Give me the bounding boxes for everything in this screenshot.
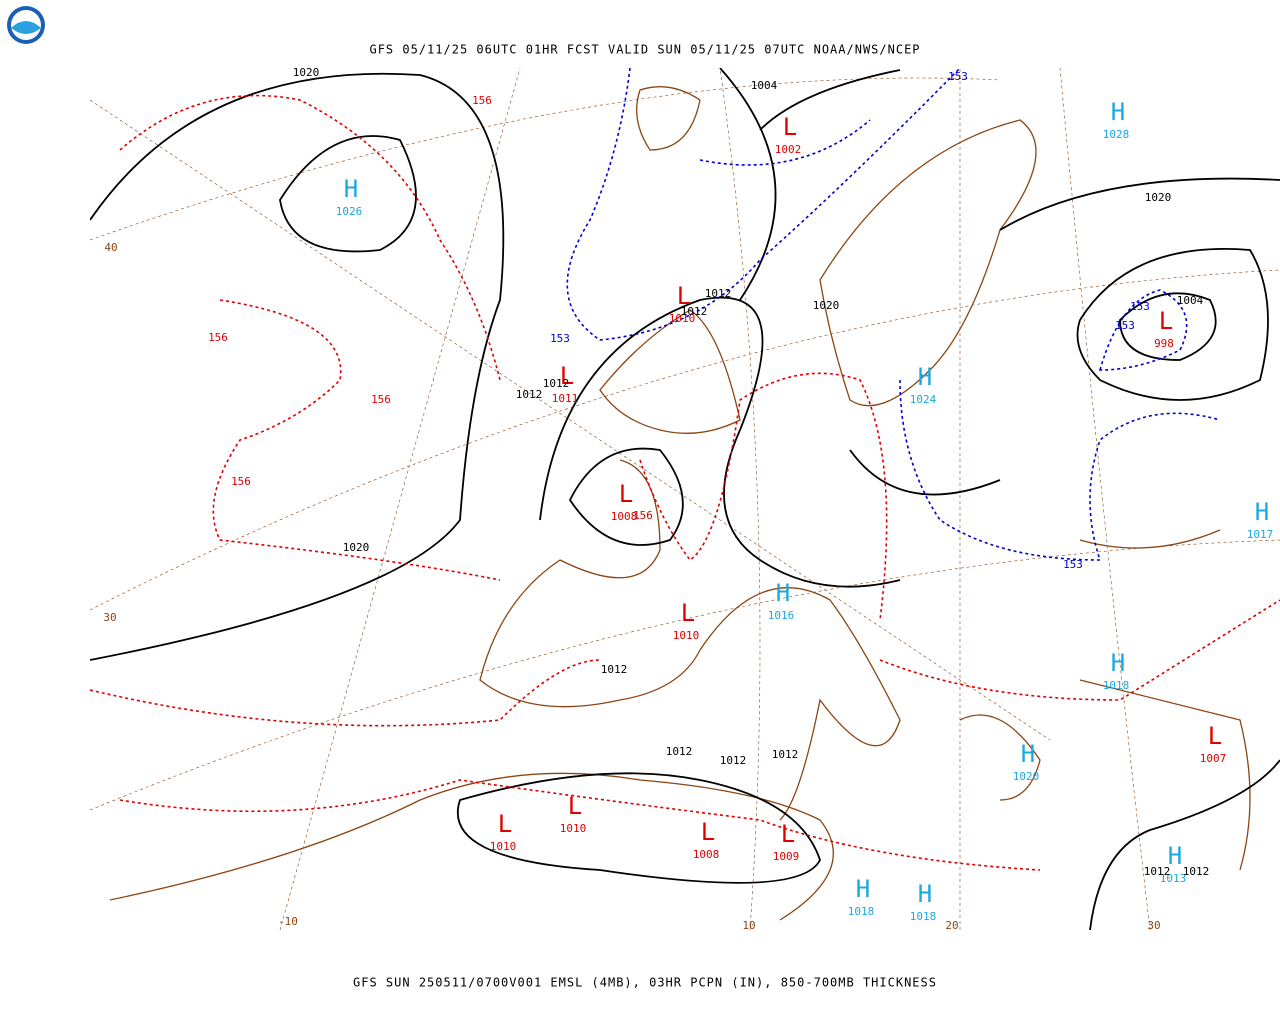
pressure-center-symbol: H <box>344 175 358 203</box>
pressure-center-value: 1018 <box>1103 679 1130 692</box>
map-area <box>90 68 1280 931</box>
pressure-center-value: 1024 <box>910 393 937 406</box>
isobar-label: 1012 <box>720 754 747 767</box>
isobar-label: 1012 <box>705 287 732 300</box>
pressure-center-value: 1010 <box>673 629 700 642</box>
pressure-center-value: 1026 <box>336 205 363 218</box>
isobar-label: 1012 <box>681 305 708 318</box>
isobar-label: 1020 <box>293 66 320 79</box>
pressure-center-symbol: L <box>1208 722 1222 750</box>
pressure-center-symbol: H <box>918 363 932 391</box>
pressure-center-value: 998 <box>1154 337 1174 350</box>
isobar-label: 1012 <box>1183 865 1210 878</box>
pressure-center-symbol: L <box>560 362 574 390</box>
isobars <box>90 68 1280 931</box>
isobar-label: 1020 <box>813 299 840 312</box>
pressure-center-symbol: L <box>568 792 582 820</box>
pressure-center-symbol: H <box>918 880 932 908</box>
pressure-center-value: 1008 <box>693 848 720 861</box>
map-caption: GFS SUN 250511/0700V001 EMSL (4MB), 03HR… <box>353 976 937 990</box>
pressure-center-value: 1010 <box>669 312 696 325</box>
pressure-center-value: 1010 <box>490 840 517 853</box>
pressure-center-value: 1018 <box>910 910 937 923</box>
isobar-label: 1012 <box>772 748 799 761</box>
thickness-label: 156 <box>231 475 251 488</box>
thickness-label: 153 <box>1130 300 1150 313</box>
pressure-center-symbol: L <box>783 113 797 141</box>
pressure-center-symbol: H <box>1111 649 1125 677</box>
pressure-center-value: 1016 <box>768 609 795 622</box>
thickness-label: 153 <box>948 70 968 83</box>
pressure-center-symbol: H <box>1021 740 1035 768</box>
thickness-label: 156 <box>371 393 391 406</box>
isobar-label: 1012 <box>516 388 543 401</box>
pressure-center-value: 1010 <box>560 822 587 835</box>
pressure-center-value: 1028 <box>1103 128 1130 141</box>
graticule-label: 20 <box>945 919 958 932</box>
pressure-center-symbol: H <box>776 579 790 607</box>
thickness-156 <box>90 94 1280 871</box>
isobar-label: 1012 <box>601 663 628 676</box>
pressure-center-value: 1018 <box>848 905 875 918</box>
map-title: GFS 05/11/25 06UTC 01HR FCST VALID SUN 0… <box>369 43 920 57</box>
pressure-center-symbol: L <box>619 480 633 508</box>
pressure-center-symbol: L <box>498 810 512 838</box>
pressure-center-symbol: H <box>1168 842 1182 870</box>
isobar-label: 1012 <box>543 377 570 390</box>
pressure-center-symbol: H <box>1255 498 1269 526</box>
thickness-label: 153 <box>1063 558 1083 571</box>
pressure-center-value: 1011 <box>552 392 579 405</box>
graticule-label: 30 <box>103 611 116 624</box>
pressure-center-symbol: L <box>701 818 715 846</box>
logo <box>7 6 45 44</box>
pressure-center-value: 1008 <box>611 510 638 523</box>
isobar-label: 1020 <box>1145 191 1172 204</box>
isobar-label: 1004 <box>751 79 778 92</box>
thickness-label: 156 <box>208 331 228 344</box>
thickness-153 <box>566 68 1221 561</box>
pressure-center-symbol: L <box>781 820 795 848</box>
pressure-center-symbol: H <box>856 875 870 903</box>
thickness-label: 153 <box>1115 319 1135 332</box>
pressure-center-value: 1007 <box>1200 752 1227 765</box>
pressure-center-value: 1013 <box>1160 872 1187 885</box>
graticule-label: -10 <box>278 915 298 928</box>
pressure-center-value: 1009 <box>773 850 800 863</box>
graticule-label: 30 <box>1147 919 1160 932</box>
pressure-center-symbol: H <box>1111 98 1125 126</box>
graticule-label: 40 <box>104 241 117 254</box>
isobar-label: 1004 <box>1177 294 1204 307</box>
thickness-label: 156 <box>633 509 653 522</box>
pressure-center-symbol: L <box>1159 307 1173 335</box>
pressure-center-symbol: L <box>677 282 691 310</box>
pressure-center-symbol: L <box>681 599 695 627</box>
coastlines <box>109 86 1251 921</box>
pressure-center-value: 1002 <box>775 143 802 156</box>
labels: H1026H1028L1002L1010L1011L1008L1010L1010… <box>103 66 1273 932</box>
pressure-center-value: 1020 <box>1013 770 1040 783</box>
pressure-center-value: 1017 <box>1247 528 1274 541</box>
thickness-label: 156 <box>472 94 492 107</box>
isobar-label: 1012 <box>666 745 693 758</box>
isobar-label: 1012 <box>1144 865 1171 878</box>
graticule-label: 10 <box>742 919 755 932</box>
isobar-label: 1020 <box>343 541 370 554</box>
thickness-label: 153 <box>550 332 570 345</box>
graticule <box>90 68 1280 931</box>
